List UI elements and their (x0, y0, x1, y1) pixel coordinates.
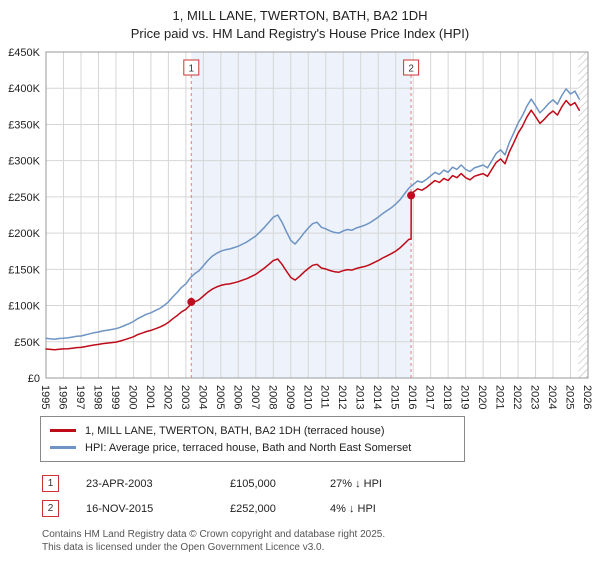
svg-text:2011: 2011 (319, 385, 331, 409)
property-line-swatch (50, 429, 76, 432)
svg-text:2015: 2015 (389, 385, 401, 409)
svg-text:£0: £0 (28, 373, 40, 385)
svg-text:£350K: £350K (8, 119, 40, 131)
svg-text:2007: 2007 (249, 385, 261, 409)
svg-text:1995: 1995 (39, 385, 51, 409)
transaction-1-marker: 1 (42, 475, 59, 492)
svg-text:2005: 2005 (214, 385, 226, 409)
svg-text:2026: 2026 (581, 385, 593, 409)
svg-text:2000: 2000 (126, 385, 138, 409)
svg-text:2025: 2025 (564, 385, 576, 409)
svg-text:2016: 2016 (406, 385, 418, 409)
svg-text:2010: 2010 (301, 385, 313, 409)
svg-text:2013: 2013 (354, 385, 366, 409)
svg-text:£450K: £450K (8, 47, 40, 59)
price-history-chart: 1 2 £0 £50K £100K £150K £200K £250K £300K £350K £4… (8, 47, 593, 409)
svg-text:2004: 2004 (196, 385, 208, 409)
transaction-2-marker-cell: 2 (42, 500, 86, 517)
svg-text:£300K: £300K (8, 156, 40, 168)
svg-text:1999: 1999 (109, 385, 121, 409)
legend-item-property: 1, MILL LANE, TWERTON, BATH, BA2 1DH (te… (50, 422, 455, 439)
svg-text:2008: 2008 (266, 385, 278, 409)
svg-text:1996: 1996 (57, 385, 69, 409)
transaction-1-marker-cell: 1 (42, 475, 86, 492)
transaction-2-marker: 2 (42, 500, 59, 517)
svg-text:2022: 2022 (511, 385, 523, 409)
svg-text:2002: 2002 (161, 385, 173, 409)
hpi-line-swatch (50, 446, 76, 449)
svg-text:£400K: £400K (8, 83, 40, 95)
svg-text:2020: 2020 (476, 385, 488, 409)
svg-text:2003: 2003 (179, 385, 191, 409)
page: 1, MILL LANE, TWERTON, BATH, BA2 1DH Pri… (0, 8, 600, 554)
svg-text:2021: 2021 (494, 385, 506, 409)
svg-text:2017: 2017 (424, 385, 436, 409)
transaction-1-price: £105,000 (230, 477, 276, 490)
transaction-row-2: 2 16-NOV-2015 £252,000 4% ↓ HPI (42, 496, 600, 521)
svg-text:£150K: £150K (8, 264, 40, 276)
svg-text:1997: 1997 (74, 385, 86, 409)
transaction-1-date: 23-APR-2003 (86, 477, 153, 490)
svg-text:2024: 2024 (546, 385, 558, 409)
svg-text:2012: 2012 (336, 385, 348, 409)
svg-text:£100K: £100K (8, 301, 40, 313)
legend-item-hpi: HPI: Average price, terraced house, Bath… (50, 439, 455, 456)
legend: 1, MILL LANE, TWERTON, BATH, BA2 1DH (te… (40, 416, 465, 462)
svg-text:2006: 2006 (231, 385, 243, 409)
svg-text:2009: 2009 (284, 385, 296, 409)
svg-text:2014: 2014 (371, 385, 383, 409)
transaction-row-1: 1 23-APR-2003 £105,000 27% ↓ HPI (42, 471, 600, 496)
svg-text:£50K: £50K (14, 337, 40, 349)
svg-text:2: 2 (408, 64, 414, 75)
svg-text:2023: 2023 (529, 385, 541, 409)
page-title: 1, MILL LANE, TWERTON, BATH, BA2 1DH (172, 8, 428, 23)
transaction-1-hpi-diff: 27% ↓ HPI (330, 477, 382, 490)
transaction-2-hpi-diff: 4% ↓ HPI (330, 502, 376, 515)
transaction-2-date: 16-NOV-2015 (86, 502, 154, 515)
footer: Contains HM Land Registry data © Crown c… (42, 528, 600, 554)
transaction-2-price: £252,000 (230, 502, 276, 515)
page-subtitle: Price paid vs. HM Land Registry's House … (130, 26, 470, 41)
svg-text:2019: 2019 (459, 385, 471, 409)
svg-text:1: 1 (189, 64, 195, 75)
transactions-table: 1 23-APR-2003 £105,000 27% ↓ HPI 2 16-NO… (42, 471, 600, 521)
svg-text:1998: 1998 (92, 385, 104, 409)
svg-text:£250K: £250K (8, 192, 40, 204)
footer-line1: Contains HM Land Registry data © Crown c… (42, 529, 386, 540)
svg-text:£200K: £200K (8, 228, 40, 240)
svg-text:2018: 2018 (441, 385, 453, 409)
svg-text:2001: 2001 (144, 385, 156, 409)
legend-label-property: 1, MILL LANE, TWERTON, BATH, BA2 1DH (te… (85, 424, 385, 437)
legend-label-hpi: HPI: Average price, terraced house, Bath… (85, 441, 412, 454)
footer-line2: This data is licensed under the Open Gov… (42, 542, 325, 553)
